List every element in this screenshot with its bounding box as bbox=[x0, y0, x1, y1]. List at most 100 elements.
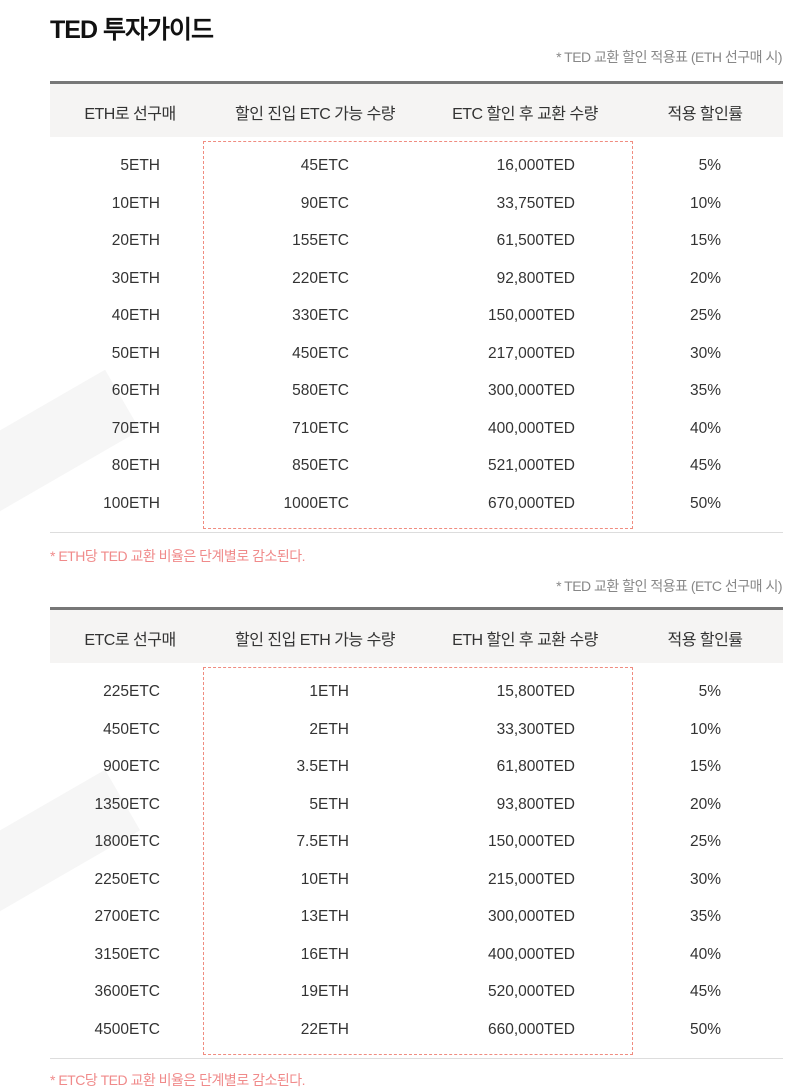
column-header: 할인 진입 ETH 가능 수량 bbox=[234, 632, 396, 649]
table-row: 900ETC 3.5ETH 61,800TED 15% bbox=[50, 758, 783, 782]
column-header: ETH로 선구매 bbox=[84, 106, 176, 123]
table-cell: 1350ETC bbox=[94, 795, 160, 813]
table-cell: 150,000TED bbox=[487, 833, 575, 850]
table-cell: 1800ETC bbox=[94, 833, 160, 850]
table-row: 5ETH 45ETC 16,000TED 5% bbox=[50, 157, 783, 181]
table-row: 3150ETC 16ETH 400,000TED 40% bbox=[50, 946, 783, 970]
column-header: 할인 진입 ETC 가능 수량 bbox=[234, 106, 396, 123]
table-cell: 45% bbox=[689, 983, 721, 1000]
table-cell: 450ETC bbox=[292, 344, 349, 362]
table-cell: 92,800TED bbox=[496, 269, 575, 287]
table-cell: 16,000TED bbox=[496, 157, 575, 174]
table-cell: 300,000TED bbox=[487, 382, 575, 399]
divider bbox=[50, 532, 783, 533]
table-cell: 25% bbox=[689, 307, 721, 324]
table-cell: 521,000TED bbox=[487, 457, 575, 474]
table-cell: 1ETH bbox=[309, 683, 349, 700]
table-cell: 35% bbox=[689, 382, 721, 399]
table-row: 60ETH 580ETC 300,000TED 35% bbox=[50, 382, 783, 406]
highlight-box bbox=[203, 667, 633, 1055]
table-cell: 16ETH bbox=[300, 945, 349, 963]
table-cell: 22ETH bbox=[300, 1020, 349, 1038]
table-header: ETC로 선구매 할인 진입 ETH 가능 수량 ETH 할인 후 교환 수량 적용 … bbox=[50, 607, 783, 663]
table-cell: 400,000TED bbox=[487, 419, 575, 437]
table-cell: 5ETH bbox=[309, 795, 349, 813]
page-title: TED 투자가이드 bbox=[50, 16, 214, 44]
table-cell: 10% bbox=[689, 194, 721, 212]
table-cell: 5ETH bbox=[120, 157, 160, 174]
column-header: 적용 할인률 bbox=[667, 632, 743, 649]
table-row: 80ETH 850ETC 521,000TED 45% bbox=[50, 457, 783, 481]
highlight-box bbox=[203, 141, 633, 529]
table-cell: 19ETH bbox=[300, 983, 349, 1000]
table-cell: 50ETH bbox=[111, 344, 160, 362]
table-cell: 93,800TED bbox=[496, 795, 575, 813]
table-cell: 900ETC bbox=[103, 758, 160, 775]
table-cell: 80ETH bbox=[111, 457, 160, 474]
table-row: 1800ETC 7.5ETH 150,000TED 25% bbox=[50, 833, 783, 857]
table-cell: 33,750TED bbox=[496, 194, 575, 212]
table-cell: 60ETH bbox=[111, 382, 160, 399]
table-row: 225ETC 1ETH 15,800TED 5% bbox=[50, 683, 783, 707]
table-cell: 15% bbox=[689, 758, 721, 775]
table-cell: 15,800TED bbox=[496, 683, 575, 700]
table-note: * ETH당 TED 교환 비율은 단계별로 감소된다. bbox=[50, 548, 306, 564]
table-cell: 225ETC bbox=[103, 683, 160, 700]
table-cell: 30% bbox=[689, 344, 721, 362]
table-cell: 50% bbox=[689, 1020, 721, 1038]
table-cell: 70ETH bbox=[111, 419, 160, 437]
table-cell: 520,000TED bbox=[487, 983, 575, 1000]
table-row: 50ETH 450ETC 217,000TED 30% bbox=[50, 345, 783, 369]
table-cell: 2ETH bbox=[309, 720, 349, 738]
table-header: ETH로 선구매 할인 진입 ETC 가능 수량 ETC 할인 후 교환 수량 적용 … bbox=[50, 81, 783, 137]
divider bbox=[50, 1058, 783, 1059]
table-cell: 215,000TED bbox=[487, 870, 575, 888]
table-cell: 5% bbox=[698, 157, 721, 174]
table-cell: 90ETC bbox=[300, 194, 349, 212]
column-header: ETC로 선구매 bbox=[84, 632, 176, 649]
table-cell: 7.5ETH bbox=[296, 833, 349, 850]
table-cell: 2700ETC bbox=[94, 908, 160, 925]
table-cell: 20% bbox=[689, 269, 721, 287]
table-cell: 3.5ETH bbox=[296, 758, 349, 775]
table-cell: 10ETH bbox=[300, 870, 349, 888]
table-cell: 10% bbox=[689, 720, 721, 738]
table-cell: 61,800TED bbox=[496, 758, 575, 775]
column-header: ETC 할인 후 교환 수량 bbox=[452, 106, 598, 123]
table-cell: 40% bbox=[689, 945, 721, 963]
table-cell: 10ETH bbox=[111, 194, 160, 212]
table-cell: 25% bbox=[689, 833, 721, 850]
table-cell: 5% bbox=[698, 683, 721, 700]
column-header: ETH 할인 후 교환 수량 bbox=[452, 632, 598, 649]
table-cell: 3150ETC bbox=[94, 945, 160, 963]
table-cell: 450ETC bbox=[103, 720, 160, 738]
table-cell: 33,300TED bbox=[496, 720, 575, 738]
table-note: * ETC당 TED 교환 비율은 단계별로 감소된다. bbox=[50, 1072, 306, 1088]
table-cell: 670,000TED bbox=[487, 494, 575, 512]
table-cell: 61,500TED bbox=[496, 232, 575, 249]
table-cell: 4500ETC bbox=[94, 1020, 160, 1038]
table-cell: 35% bbox=[689, 908, 721, 925]
table-cell: 220ETC bbox=[292, 269, 349, 287]
table-cell: 50% bbox=[689, 494, 721, 512]
table-cell: 30ETH bbox=[111, 269, 160, 287]
table-row: 3600ETC 19ETH 520,000TED 45% bbox=[50, 983, 783, 1007]
table-cell: 2250ETC bbox=[94, 870, 160, 888]
table-cell: 45ETC bbox=[300, 157, 349, 174]
table-row: 100ETH 1000ETC 670,000TED 50% bbox=[50, 495, 783, 519]
table-cell: 850ETC bbox=[292, 457, 349, 474]
table-cell: 3600ETC bbox=[94, 983, 160, 1000]
table-cell: 155ETC bbox=[292, 232, 349, 249]
table-caption: * TED 교환 할인 적용표 (ETC 선구매 시) bbox=[556, 578, 782, 594]
table-cell: 710ETC bbox=[292, 419, 349, 437]
table-row: 2700ETC 13ETH 300,000TED 35% bbox=[50, 908, 783, 932]
table-cell: 217,000TED bbox=[487, 344, 575, 362]
table-cell: 40% bbox=[689, 419, 721, 437]
table-row: 450ETC 2ETH 33,300TED 10% bbox=[50, 721, 783, 745]
table-row: 4500ETC 22ETH 660,000TED 50% bbox=[50, 1021, 783, 1045]
discount-table: ETC로 선구매 할인 진입 ETH 가능 수량 ETH 할인 후 교환 수량 적용 … bbox=[50, 607, 783, 1059]
table-caption: * TED 교환 할인 적용표 (ETH 선구매 시) bbox=[556, 49, 782, 65]
table-cell: 300,000TED bbox=[487, 908, 575, 925]
table-cell: 20ETH bbox=[111, 232, 160, 249]
table-row: 20ETH 155ETC 61,500TED 15% bbox=[50, 232, 783, 256]
